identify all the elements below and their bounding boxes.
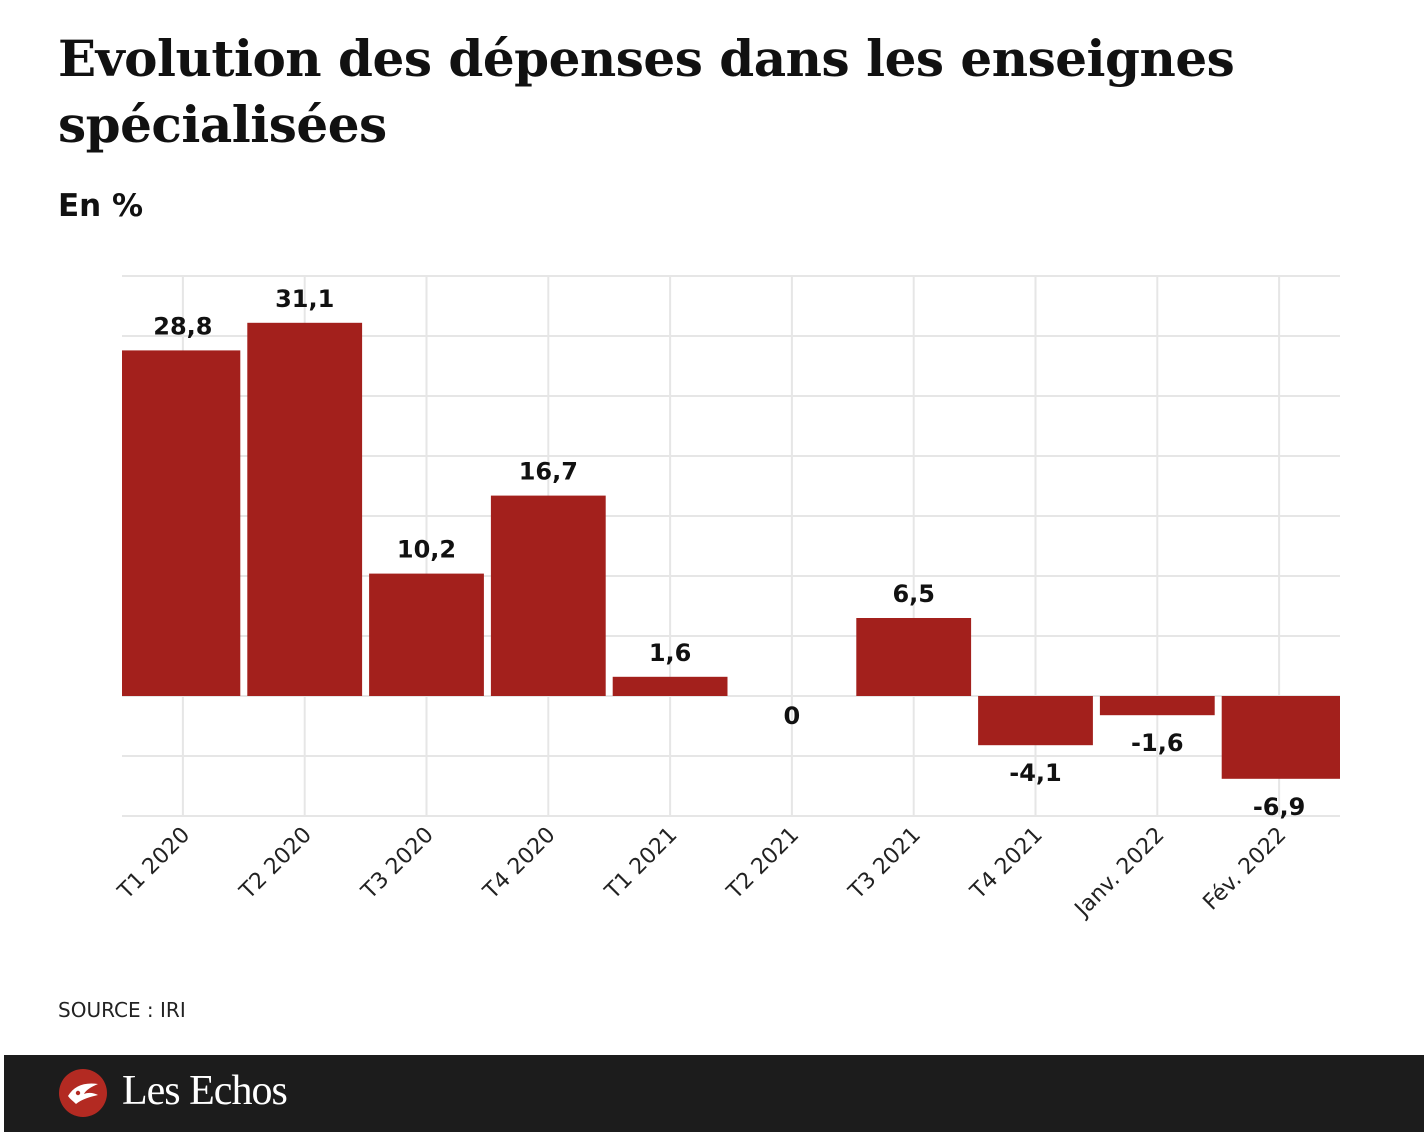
x-tick-label-6: T2 2021 [722,823,804,905]
chart-subtitle: En % [58,188,144,224]
bar-chart: 28,8 31,1 10,2 16,7 1,6 0 6,5 -4,1 -1,6 -6,9 T1 2… [113,275,1340,924]
bar-5 [612,676,728,696]
data-label-6: 0 [784,702,801,730]
data-label-8: -4,1 [1009,759,1061,787]
bar-4 [490,495,606,696]
x-tick-label-4: T4 2020 [478,823,560,905]
data-label-10: -6,9 [1253,793,1305,821]
data-labels: 28,8 31,1 10,2 16,7 1,6 0 6,5 -4,1 -1,6 -6,9 [153,285,1305,821]
x-tick-label-10: Fév. 2022 [1199,823,1292,916]
x-tick-label-8: T4 2021 [965,823,1047,905]
data-label-5: 1,6 [649,639,692,667]
x-tick-label-3: T3 2020 [356,823,438,905]
source-note: SOURCE : IRI [58,998,186,1022]
bar-10 [1221,696,1340,779]
bar-7 [856,618,972,696]
bar-8 [978,696,1093,746]
data-label-4: 16,7 [519,458,578,486]
x-tick-labels: T1 2020 T2 2020 T3 2020 T4 2020 T1 2021 T2 20… [113,823,1292,924]
les-echos-emblem-icon [59,1069,107,1117]
x-tick-label-2: T2 2020 [235,823,317,905]
bar-9 [1099,696,1215,716]
x-tick-label-1: T1 2020 [113,823,195,905]
x-tick-label-9: Janv. 2022 [1069,823,1170,924]
les-echos-logo: Les Echos [122,1068,288,1114]
x-tick-label-7: T3 2021 [844,823,926,905]
bars [122,322,1340,779]
data-label-1: 28,8 [153,312,212,340]
data-label-2: 31,1 [275,285,334,313]
x-tick-label-5: T1 2021 [600,823,682,905]
bar-3 [369,573,484,696]
footer-bar: Les Echos [4,1055,1424,1132]
data-label-3: 10,2 [397,536,456,564]
data-label-7: 6,5 [892,580,935,608]
bar-1 [122,350,241,696]
bar-2 [247,322,363,696]
chart-title: Evolution des dépenses dans les enseigne… [58,29,1235,154]
data-label-9: -1,6 [1131,729,1183,757]
